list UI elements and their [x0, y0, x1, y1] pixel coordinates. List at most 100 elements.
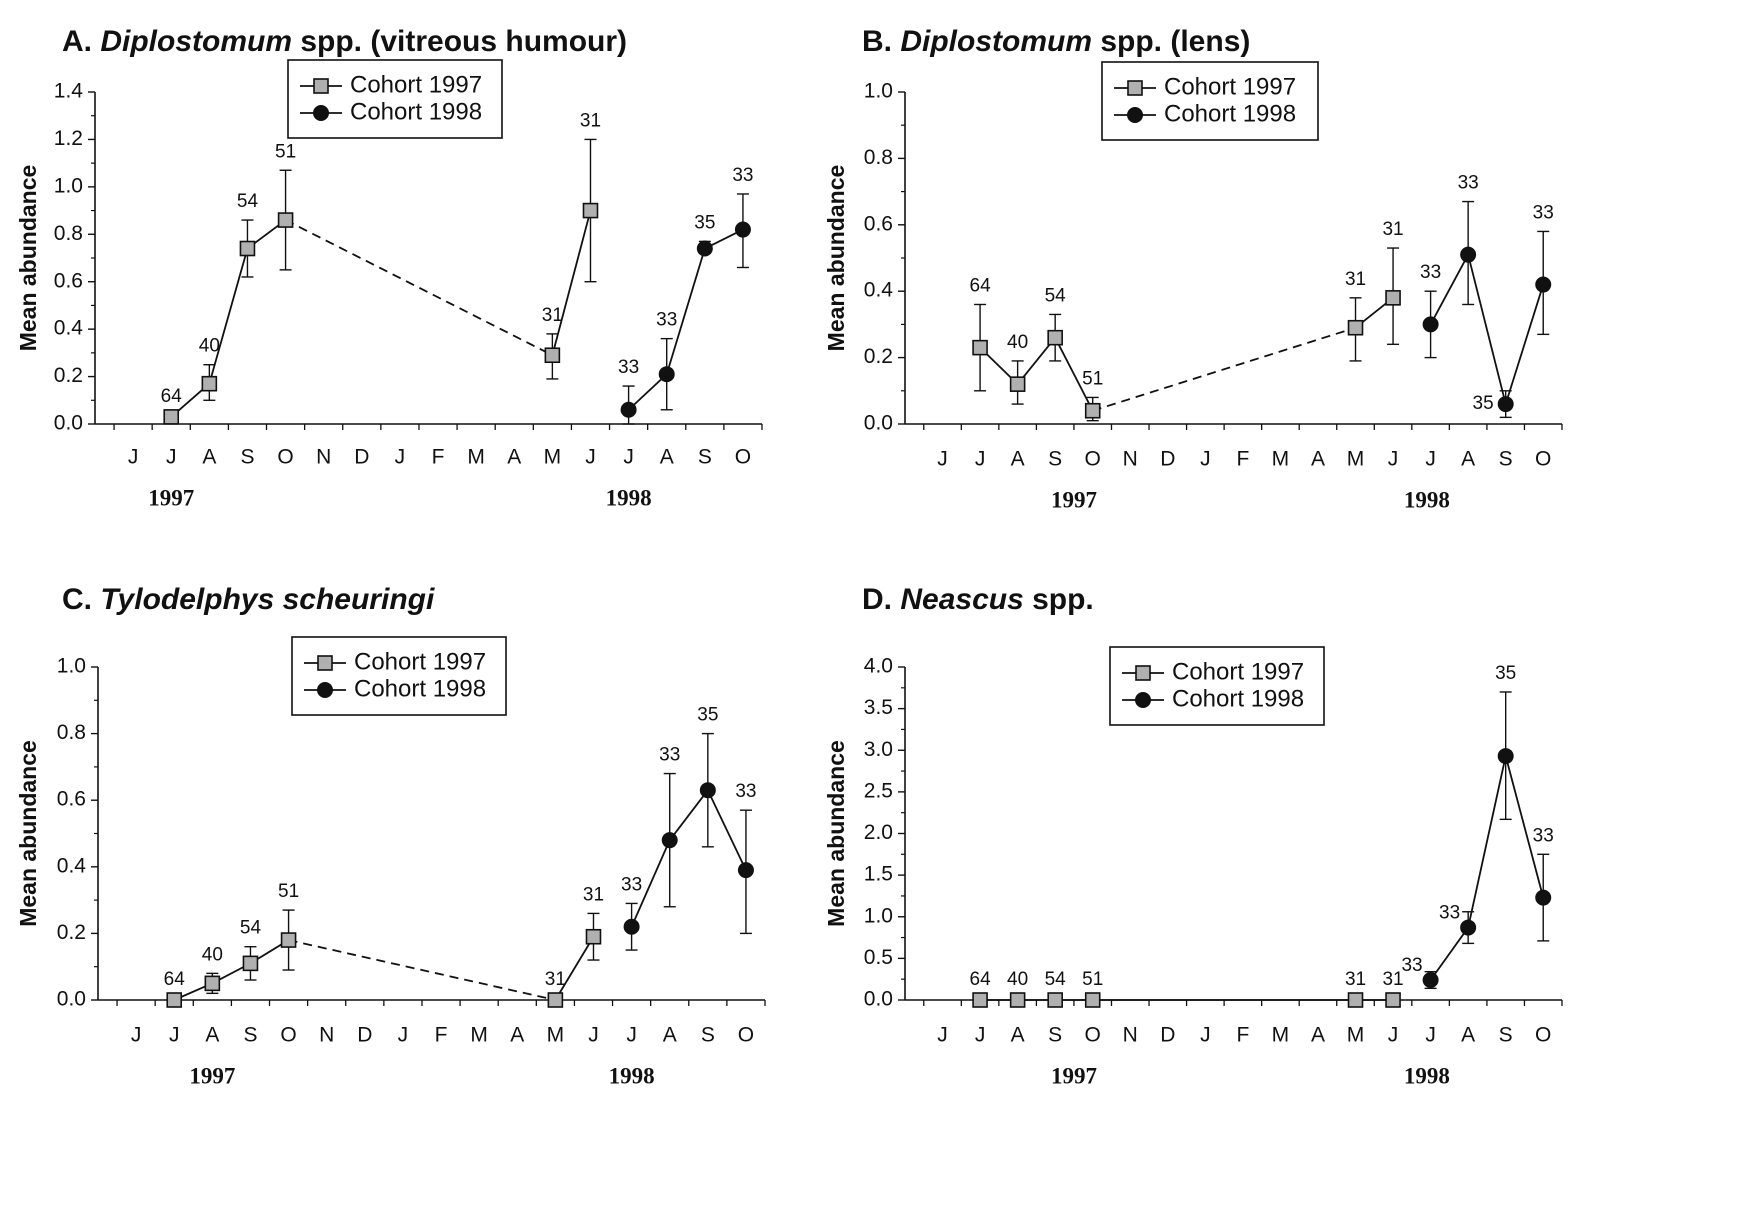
sample-size-label: 51 — [1082, 368, 1103, 389]
y-tick-label: 0.6 — [54, 269, 83, 292]
data-point — [1385, 992, 1401, 1008]
series-line — [1467, 254, 1507, 405]
x-tick-label: J — [975, 448, 986, 471]
data-point — [1460, 919, 1477, 936]
sample-size-label: 35 — [1473, 393, 1494, 414]
y-tick-label: 1.5 — [864, 863, 893, 886]
title-italic: Diplostomum — [900, 25, 1092, 58]
x-tick-label: J — [131, 1024, 142, 1047]
data-point — [620, 401, 637, 418]
data-point — [699, 782, 716, 799]
data-point — [1497, 396, 1514, 413]
panel-title: C. Tylodelphys scheuringi — [62, 583, 435, 616]
data-point — [972, 339, 988, 356]
x-tick-label: F — [1236, 1024, 1249, 1047]
x-tick-label: D — [354, 446, 369, 469]
series-line — [1504, 755, 1545, 898]
y-tick-label: 3.0 — [864, 738, 893, 761]
legend-marker — [1127, 107, 1143, 123]
x-tick-label: S — [243, 1024, 257, 1047]
sample-size-label: 64 — [970, 275, 992, 296]
series-cohort-1997: 64 40 54 51 31 31 — [161, 110, 601, 425]
y-tick-label: 2.5 — [864, 779, 893, 802]
y-tick-label: 0.6 — [864, 212, 893, 235]
series-dashed-line — [1092, 326, 1356, 412]
series-dashed-line — [285, 219, 553, 357]
data-point — [1347, 992, 1364, 1008]
data-point — [544, 347, 561, 364]
x-tick-label: O — [1535, 1024, 1551, 1047]
x-tick-label: O — [1085, 1024, 1101, 1047]
legend-box — [291, 636, 507, 716]
x-tick-label: N — [319, 1024, 334, 1047]
y-tick-label: 0.0 — [57, 988, 86, 1011]
data-point — [163, 409, 180, 425]
sample-size-label: 31 — [1345, 969, 1366, 990]
year-label: 1998 — [609, 1063, 655, 1088]
y-tick-label: 0.6 — [57, 788, 86, 811]
x-tick-label: M — [1347, 1024, 1365, 1047]
legend-box — [1101, 61, 1319, 141]
x-tick-label: S — [1499, 448, 1513, 471]
sample-size-label: 33 — [1533, 202, 1554, 223]
sample-size-label: 40 — [1007, 969, 1028, 990]
x-tick-label: J — [395, 446, 406, 469]
sample-size-label: 31 — [583, 884, 604, 905]
x-tick-label: F — [435, 1024, 448, 1047]
legend-item-cohort-1997: Cohort 1997 — [1164, 73, 1296, 100]
sample-size-label: 51 — [278, 881, 299, 902]
y-axis-label: Mean abundance — [15, 165, 41, 352]
sample-size-label: 54 — [1045, 285, 1067, 306]
sample-size-label: 35 — [694, 212, 715, 233]
x-tick-label: M — [1272, 448, 1290, 471]
data-point — [1385, 290, 1401, 306]
sample-size-label: 64 — [164, 969, 186, 990]
series-cohort-1998: 33 33 35 33 — [1420, 173, 1554, 419]
data-point — [737, 862, 754, 879]
y-tick-label: 4.0 — [864, 655, 893, 678]
series-cohort-1997: 64 40 54 51 31 31 — [970, 219, 1404, 422]
sample-size-label: 35 — [697, 705, 718, 726]
title-italic: Diplostomum — [100, 25, 292, 58]
y-tick-label: 0.4 — [864, 279, 894, 302]
year-label: 1998 — [1404, 1063, 1450, 1088]
data-point — [1497, 748, 1514, 765]
x-tick-label: A — [1461, 1024, 1475, 1047]
panel-d: D. Neascus spp. 0.0 0.5 1.0 1.5 2.0 2.5 3.0 3.5 4… — [823, 583, 1563, 1088]
x-tick-label: J — [1388, 448, 1399, 471]
data-point — [242, 955, 259, 972]
legend-item-cohort-1997: Cohort 1997 — [350, 71, 482, 98]
data-point — [623, 918, 640, 935]
series-line — [551, 210, 592, 356]
legend-marker — [317, 682, 333, 698]
x-tick-label: A — [1011, 448, 1025, 471]
year-label: 1997 — [1051, 487, 1097, 512]
data-point — [277, 212, 294, 228]
x-tick-label: A — [1311, 448, 1325, 471]
data-point — [239, 240, 256, 257]
x-tick-label: J — [128, 446, 139, 469]
data-point — [1084, 992, 1101, 1008]
data-point — [166, 992, 183, 1008]
x-tick-label: J — [166, 446, 177, 469]
legend-box — [1109, 646, 1325, 726]
series-line — [1504, 284, 1545, 405]
y-tick-label: 0.4 — [57, 854, 87, 877]
series-line — [1429, 254, 1469, 325]
y-tick-label: 0.0 — [864, 988, 893, 1011]
x-tick-label: O — [1085, 448, 1101, 471]
x-tick-label: N — [1123, 448, 1138, 471]
sample-size-label: 31 — [1382, 969, 1403, 990]
series-cohort-1998: 33 33 35 33 — [1401, 663, 1554, 990]
y-tick-label: 0.2 — [57, 921, 86, 944]
series-line — [1429, 927, 1469, 981]
x-tick-label: A — [1011, 1024, 1025, 1047]
title-prefix: B. — [862, 25, 900, 58]
x-tick-label: N — [316, 446, 331, 469]
x-tick-label: S — [240, 446, 254, 469]
x-tick-label: O — [280, 1024, 296, 1047]
